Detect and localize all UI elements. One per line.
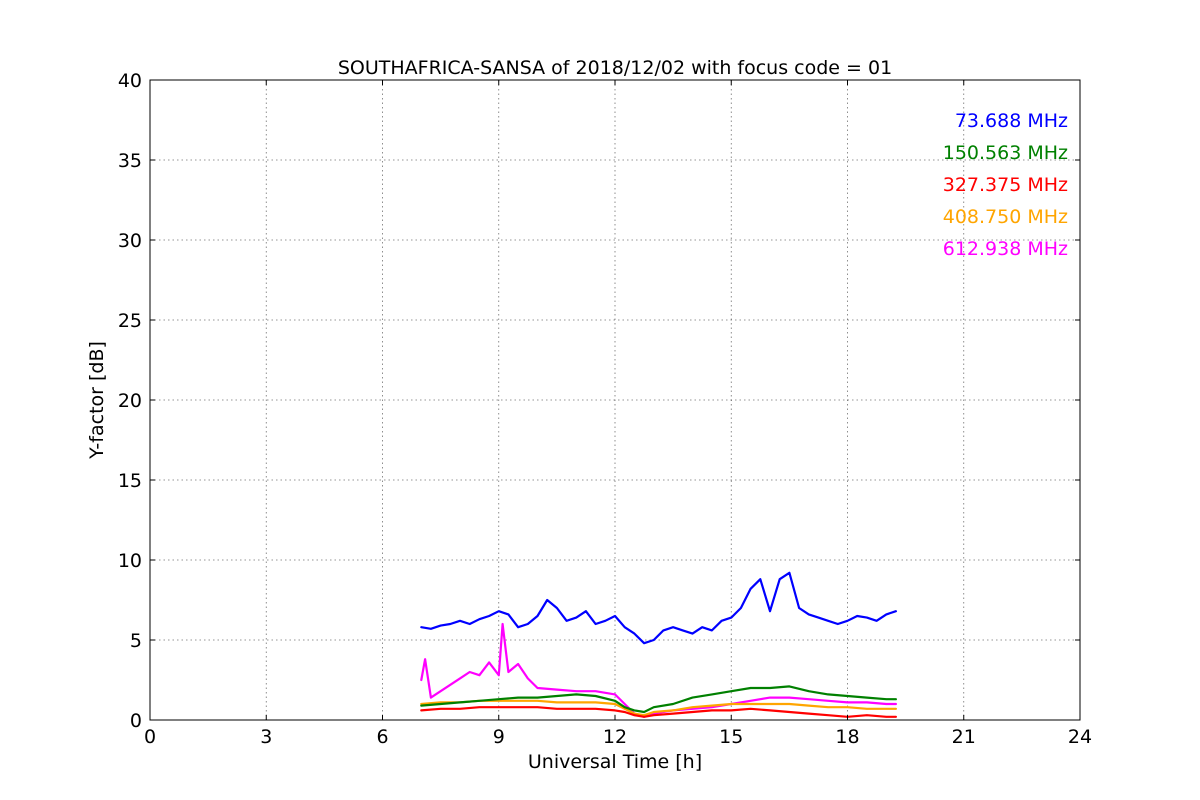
legend: 73.688 MHz 150.563 MHz 327.375 MHz 408.750 … [943,110,1068,260]
y-tick-label: 10 [118,550,142,572]
y-tick-label: 0 [130,710,142,732]
x-tick-label: 0 [144,726,156,748]
ticks: 0 3 6 9 12 15 18 21 24 0 5 10 15 20 25 30 35 40 [118,70,1092,748]
y-tick-label: 25 [118,310,142,332]
y-tick-label: 20 [118,390,142,412]
x-tick-label: 21 [952,726,976,748]
legend-entry: 327.375 MHz [943,174,1068,196]
series-line-612-938-mhz [420,622,898,718]
x-tick-label: 9 [493,726,505,748]
series-line-408-750-mhz [420,699,898,717]
y-tick-label: 40 [118,70,142,92]
series-line-73-688-mhz [420,571,898,645]
chart-title: SOUTHAFRICA-SANSA of 2018/12/02 with foc… [338,57,892,79]
x-tick-label: 3 [260,726,272,748]
series-layer [420,571,898,718]
x-tick-label: 6 [376,726,388,748]
grid [150,80,1080,720]
y-tick-label: 15 [118,470,142,492]
y-tick-label: 30 [118,230,142,252]
series-line-327-375-mhz [420,706,898,718]
series-line-150-563-mhz [420,685,898,714]
x-tick-label: 18 [835,726,859,748]
legend-entry: 408.750 MHz [943,206,1068,228]
y-tick-label: 5 [130,630,142,652]
legend-entry: 73.688 MHz [955,110,1068,132]
y-axis-title: Y-factor [dB] [86,341,108,460]
x-tick-label: 12 [603,726,627,748]
x-axis-title: Universal Time [h] [528,751,702,773]
x-tick-label: 15 [719,726,743,748]
legend-entry: 150.563 MHz [943,142,1068,164]
legend-entry: 612.938 MHz [943,238,1068,260]
x-tick-label: 24 [1068,726,1092,748]
y-tick-label: 35 [118,150,142,172]
